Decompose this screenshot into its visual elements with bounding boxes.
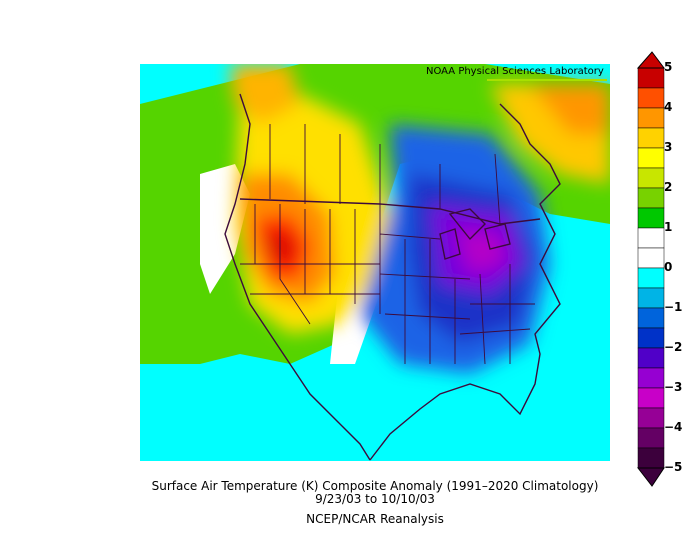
colorbar-tick-label: −1 <box>664 300 683 314</box>
state-borders <box>240 204 535 365</box>
colorbar-tick-label: −2 <box>664 340 683 354</box>
colorbar-segment <box>637 267 665 289</box>
colorbar-segment <box>637 187 665 209</box>
colorbar-segment <box>637 327 665 349</box>
colorbar-top-arrow <box>636 51 665 69</box>
colorbar-tick-label: −3 <box>664 380 683 394</box>
colorbar-tick-label: 2 <box>664 180 673 194</box>
colorbar-segment <box>637 247 665 269</box>
colorbar <box>636 51 665 487</box>
colorbar-segment <box>637 447 665 469</box>
colorbar-bottom-arrow <box>636 467 665 487</box>
great-lakes <box>439 208 511 260</box>
colorbar-segment <box>637 207 665 229</box>
colorbar-segment <box>637 67 665 89</box>
colorbar-segment <box>637 347 665 369</box>
anomaly-warm-ne-orange <box>530 84 610 134</box>
colorbar-tick-label: 1 <box>664 220 673 234</box>
map-caption-title: Surface Air Temperature (K) Composite An… <box>151 479 599 493</box>
map-caption-dates: 9/23/03 to 10/10/03 <box>315 492 435 506</box>
coastline <box>224 93 561 461</box>
colorbar-segment <box>637 427 665 449</box>
colorbar-segment <box>637 227 665 249</box>
canadian-provinces <box>269 124 501 225</box>
colorbar-tick-label: 0 <box>664 260 673 274</box>
anomaly-warm-nw <box>230 64 300 124</box>
colorbar-tick-label: −4 <box>664 420 683 434</box>
colorbar-segment <box>637 367 665 389</box>
colorbar-segment <box>637 167 665 189</box>
temperature-anomaly-map <box>140 64 610 461</box>
colorbar-tick-label: 5 <box>664 60 673 74</box>
colorbar-segment <box>637 287 665 309</box>
colorbar-segment <box>637 107 665 129</box>
anomaly-cold-magenta <box>455 229 505 274</box>
colorbar-segment <box>637 147 665 169</box>
colorbar-segment <box>637 307 665 329</box>
colorbar-segment <box>637 387 665 409</box>
map-caption-source: NCEP/NCAR Reanalysis <box>306 512 444 526</box>
colorbar-segment <box>637 407 665 429</box>
credit-underline <box>487 79 607 81</box>
colorbar-tick-label: 3 <box>664 140 673 154</box>
colorbar-tick-label: −5 <box>664 460 683 474</box>
colorbar-tick-label: 4 <box>664 100 673 114</box>
colorbar-segment <box>637 127 665 149</box>
colorbar-segment <box>637 87 665 109</box>
noaa-credit: NOAA Physical Sciences Laboratory <box>426 66 604 77</box>
